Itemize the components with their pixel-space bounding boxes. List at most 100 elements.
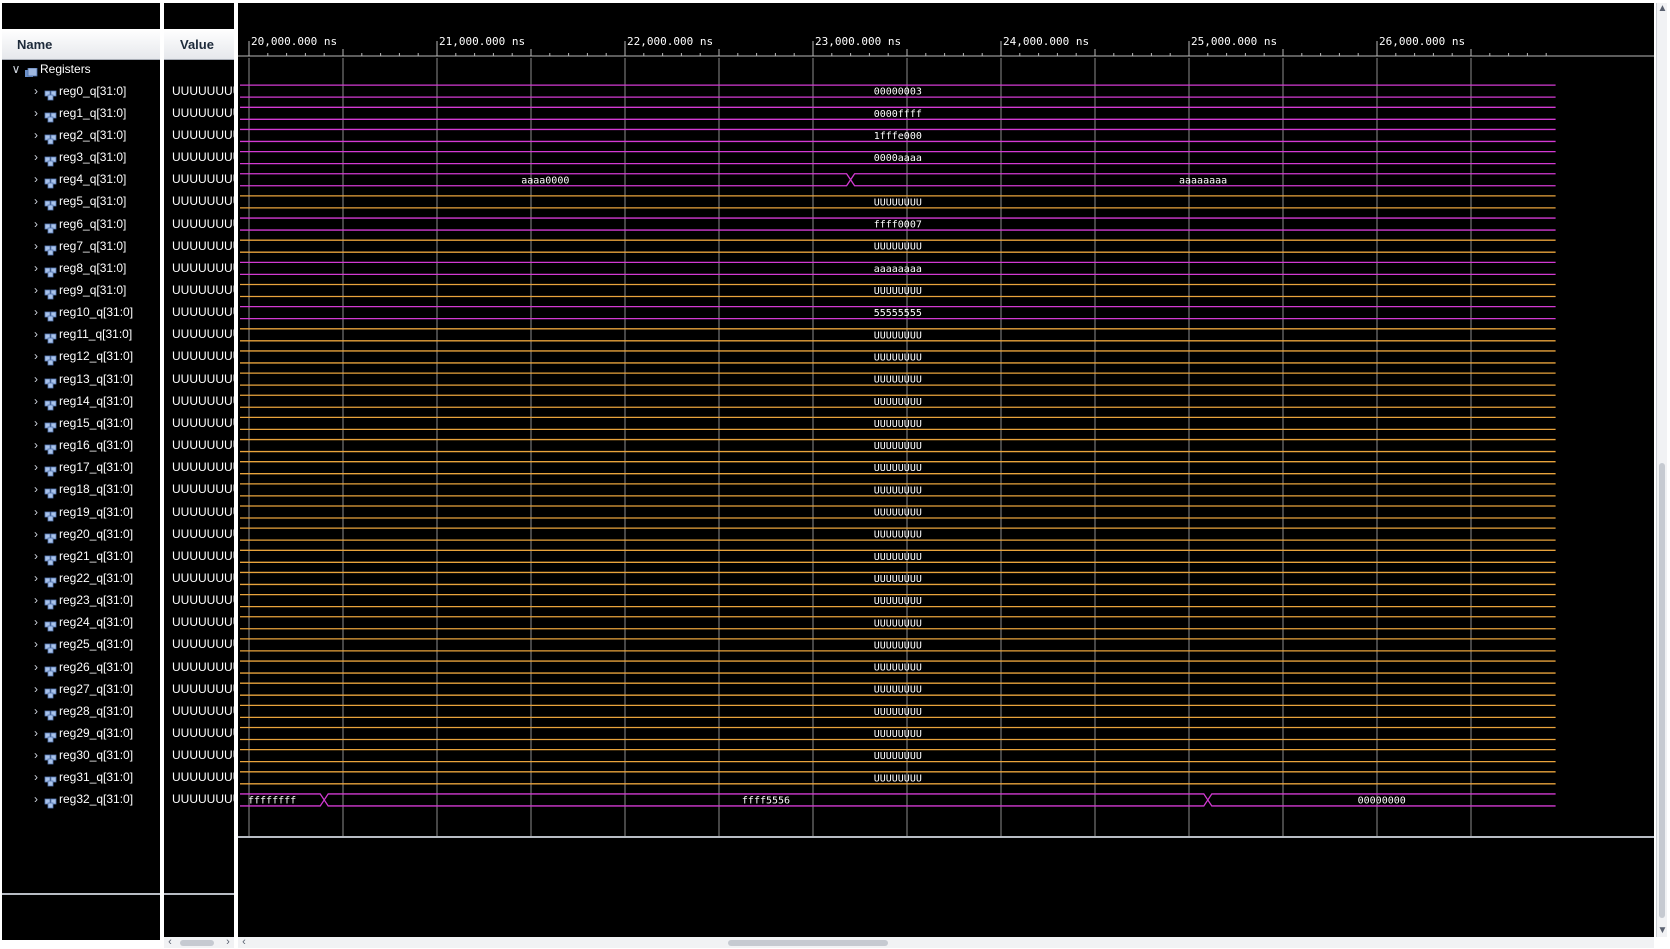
signal-row[interactable]: › reg18_q[31:0]	[2, 478, 160, 501]
signal-row[interactable]: › reg28_q[31:0]	[2, 700, 160, 723]
chevron-right-icon[interactable]: ›	[34, 260, 38, 275]
scroll-left-icon[interactable]: ‹	[242, 936, 246, 948]
signal-row[interactable]: › reg1_q[31:0]	[2, 102, 160, 125]
signal-waveform[interactable]: UUUUUUUU	[240, 438, 1556, 453]
signal-row[interactable]: › reg23_q[31:0]	[2, 589, 160, 612]
signal-row[interactable]: › reg13_q[31:0]	[2, 368, 160, 391]
signal-row[interactable]: › reg0_q[31:0]	[2, 80, 160, 103]
signal-row[interactable]: › reg6_q[31:0]	[2, 213, 160, 236]
scroll-left-icon[interactable]: ‹	[168, 936, 172, 948]
signal-row[interactable]: › reg26_q[31:0]	[2, 656, 160, 679]
signal-row[interactable]: › reg8_q[31:0]	[2, 257, 160, 280]
signal-row[interactable]: › reg14_q[31:0]	[2, 390, 160, 413]
chevron-right-icon[interactable]: ›	[34, 570, 38, 585]
signal-waveform[interactable]: 00000003	[240, 84, 1556, 98]
chevron-right-icon[interactable]: ›	[34, 504, 38, 519]
signal-waveform[interactable]: UUUUUUUU	[240, 527, 1556, 541]
signal-row[interactable]: › reg19_q[31:0]	[2, 501, 160, 524]
chevron-right-icon[interactable]: ›	[34, 659, 38, 674]
chevron-right-icon[interactable]: ›	[34, 748, 38, 763]
chevron-right-icon[interactable]: ›	[34, 349, 38, 364]
vertical-scroll-thumb[interactable]	[1659, 463, 1665, 918]
signal-row[interactable]: › reg4_q[31:0]	[2, 168, 160, 191]
signal-waveform[interactable]: UUUUUUUU	[240, 749, 1556, 763]
signal-waveform[interactable]: UUUUUUUU	[240, 505, 1556, 519]
scroll-down-icon[interactable]: ▼	[1657, 925, 1668, 936]
signal-waveform[interactable]: ffff0007	[240, 217, 1556, 231]
group-registers[interactable]: ∨ Registers	[2, 58, 160, 81]
chevron-right-icon[interactable]: ›	[34, 703, 38, 718]
signal-waveform[interactable]: UUUUUUUU	[240, 483, 1556, 497]
signal-waveform[interactable]: ffffffff ffff5556 00000000	[240, 793, 1556, 807]
signal-waveform[interactable]: UUUUUUUU	[240, 638, 1556, 652]
chevron-right-icon[interactable]: ›	[34, 194, 38, 209]
chevron-right-icon[interactable]: ›	[34, 371, 38, 386]
chevron-right-icon[interactable]: ›	[34, 681, 38, 696]
chevron-right-icon[interactable]: ›	[34, 393, 38, 408]
signal-waveform[interactable]: UUUUUUUU	[240, 549, 1556, 563]
chevron-right-icon[interactable]: ›	[34, 792, 38, 807]
signal-waveform[interactable]: UUUUUUUU	[240, 771, 1556, 785]
signal-row[interactable]: › reg21_q[31:0]	[2, 545, 160, 568]
value-horizontal-scroll-thumb[interactable]	[180, 940, 214, 946]
chevron-right-icon[interactable]: ›	[34, 172, 38, 187]
chevron-right-icon[interactable]: ›	[34, 726, 38, 740]
signal-waveform[interactable]: UUUUUUUU	[240, 571, 1556, 586]
chevron-right-icon[interactable]: ›	[34, 593, 38, 608]
signal-row[interactable]: › reg11_q[31:0]	[2, 323, 160, 346]
signal-waveform[interactable]: aaaa0000 aaaaaaaa	[240, 173, 1556, 187]
chevron-right-icon[interactable]: ›	[34, 637, 38, 652]
chevron-right-icon[interactable]: ›	[34, 327, 38, 342]
signal-row[interactable]: › reg16_q[31:0]	[2, 434, 160, 457]
signal-row[interactable]: › reg5_q[31:0]	[2, 190, 160, 213]
signal-waveform[interactable]: UUUUUUUU	[240, 682, 1556, 696]
signal-row[interactable]: › reg10_q[31:0]	[2, 301, 160, 324]
signal-waveform[interactable]: UUUUUUUU	[240, 461, 1556, 475]
signal-waveform[interactable]: UUUUUUUU	[240, 328, 1556, 342]
chevron-right-icon[interactable]: ›	[34, 770, 38, 785]
chevron-right-icon[interactable]: ›	[34, 526, 38, 541]
signal-row[interactable]: › reg30_q[31:0]	[2, 744, 160, 767]
signal-row[interactable]: › reg7_q[31:0]	[2, 235, 160, 258]
chevron-right-icon[interactable]: ›	[34, 105, 38, 120]
signal-waveform[interactable]: UUUUUUUU	[240, 350, 1556, 364]
signal-row[interactable]: › reg12_q[31:0]	[2, 345, 160, 368]
signal-row[interactable]: › reg22_q[31:0]	[2, 567, 160, 590]
signal-row[interactable]: › reg32_q[31:0]	[2, 788, 160, 811]
signal-waveform[interactable]: 0000aaaa	[240, 150, 1556, 165]
signal-waveform[interactable]: 55555555	[240, 306, 1556, 320]
signal-row[interactable]: › reg25_q[31:0]	[2, 633, 160, 656]
chevron-right-icon[interactable]: ›	[34, 305, 38, 320]
scroll-up-icon[interactable]: ▲	[1657, 3, 1668, 14]
chevron-right-icon[interactable]: ›	[34, 548, 38, 563]
signal-waveform[interactable]: UUUUUUUU	[240, 726, 1556, 741]
signal-row[interactable]: › reg31_q[31:0]	[2, 766, 160, 789]
chevron-right-icon[interactable]: ›	[34, 482, 38, 497]
signal-row[interactable]: › reg3_q[31:0]	[2, 146, 160, 169]
signal-waveform[interactable]: 0000ffff	[240, 106, 1556, 120]
signal-waveform[interactable]: 1fffe000	[240, 128, 1556, 143]
vertical-scrollbar[interactable]: ▲ ▼	[1656, 3, 1667, 937]
signal-row[interactable]: › reg9_q[31:0]	[2, 279, 160, 302]
signal-row[interactable]: › reg20_q[31:0]	[2, 523, 160, 546]
signal-waveform[interactable]: UUUUUUUU	[240, 372, 1556, 386]
chevron-right-icon[interactable]: ›	[34, 460, 38, 475]
signal-waveform[interactable]: UUUUUUUU	[240, 239, 1556, 253]
chevron-right-icon[interactable]: ›	[34, 615, 38, 630]
waveform-canvas[interactable]: 20,000.000 ns 21,000.000 ns 22,000.000 ns 2…	[238, 3, 1654, 937]
chevron-right-icon[interactable]: ›	[34, 415, 38, 430]
chevron-right-icon[interactable]: ›	[34, 83, 38, 98]
signal-row[interactable]: › reg2_q[31:0]	[2, 124, 160, 147]
signal-waveform[interactable]: UUUUUUUU	[240, 704, 1556, 718]
signal-waveform[interactable]: UUUUUUUU	[240, 283, 1556, 298]
signal-row[interactable]: › reg17_q[31:0]	[2, 456, 160, 479]
signal-row[interactable]: › reg24_q[31:0]	[2, 611, 160, 634]
value-horizontal-scrollbar[interactable]: ‹ ›	[164, 937, 234, 948]
waveform-panel[interactable]: 20,000.000 ns 21,000.000 ns 22,000.000 ns 2…	[238, 3, 1654, 937]
chevron-right-icon[interactable]: ›	[34, 127, 38, 142]
scroll-right-icon[interactable]: ›	[226, 936, 230, 948]
signal-waveform[interactable]: UUUUUUUU	[240, 660, 1556, 674]
chevron-right-icon[interactable]: ›	[34, 283, 38, 297]
signal-waveform[interactable]: UUUUUUUU	[240, 416, 1556, 431]
waveform-horizontal-scroll-thumb[interactable]	[728, 940, 888, 946]
